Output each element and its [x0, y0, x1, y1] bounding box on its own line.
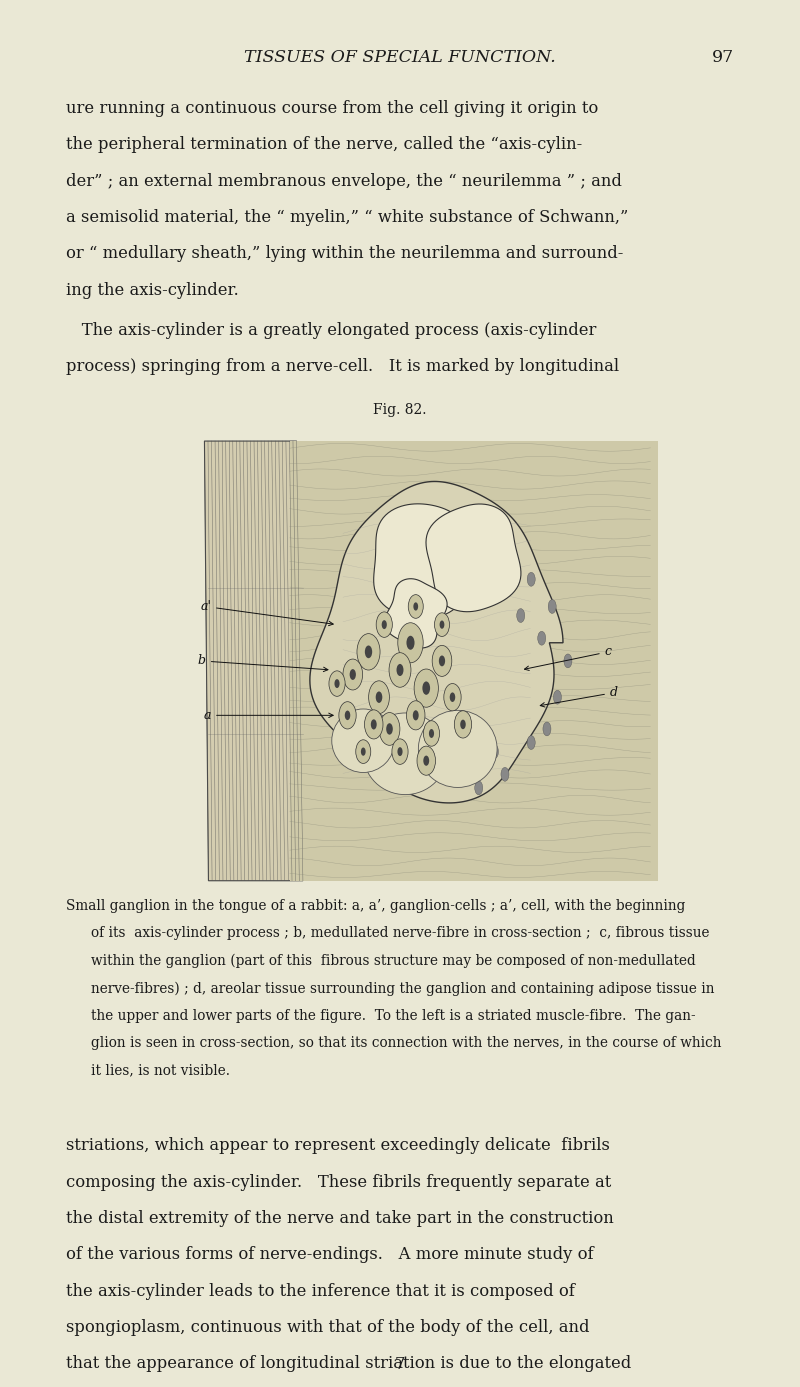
Ellipse shape: [356, 739, 370, 763]
Text: composing the axis-cylinder.   These fibrils frequently separate at: composing the axis-cylinder. These fibri…: [66, 1173, 611, 1190]
Text: a: a: [203, 709, 333, 721]
Ellipse shape: [392, 739, 408, 764]
Circle shape: [376, 692, 382, 703]
Circle shape: [538, 631, 546, 645]
Circle shape: [413, 710, 418, 720]
Ellipse shape: [408, 595, 423, 619]
Text: d: d: [540, 687, 618, 707]
Ellipse shape: [406, 700, 425, 730]
Circle shape: [398, 748, 402, 756]
Circle shape: [350, 669, 356, 680]
Circle shape: [382, 620, 387, 630]
Circle shape: [371, 720, 377, 730]
Circle shape: [334, 680, 339, 688]
Circle shape: [361, 748, 366, 756]
Ellipse shape: [414, 669, 438, 707]
Text: or “ medullary sheath,” lying within the neurilemma and surround-: or “ medullary sheath,” lying within the…: [66, 245, 623, 262]
Text: within the ganglion (part of this  fibrous structure may be composed of non-medu: within the ganglion (part of this fibrou…: [91, 954, 696, 968]
Text: 97: 97: [712, 49, 734, 67]
Text: Fig. 82.: Fig. 82.: [374, 402, 426, 417]
Ellipse shape: [444, 684, 461, 712]
Text: ing the axis-cylinder.: ing the axis-cylinder.: [66, 282, 238, 298]
Text: a semisolid material, the “ myelin,” “ white substance of Schwann,”: a semisolid material, the “ myelin,” “ w…: [66, 209, 628, 226]
Ellipse shape: [339, 702, 356, 730]
Ellipse shape: [454, 710, 472, 738]
Ellipse shape: [432, 645, 452, 677]
Circle shape: [345, 710, 350, 720]
Ellipse shape: [365, 710, 383, 739]
Text: of its  axis-cylinder process ; b, medullated nerve-fibre in cross-section ;  c,: of its axis-cylinder process ; b, medull…: [91, 927, 710, 940]
Circle shape: [439, 656, 445, 666]
Circle shape: [365, 645, 372, 659]
Text: striations, which appear to represent exceedingly delicate  fibrils: striations, which appear to represent ex…: [66, 1137, 610, 1154]
Ellipse shape: [379, 713, 400, 745]
Circle shape: [501, 767, 509, 781]
Text: b: b: [198, 655, 328, 671]
Circle shape: [474, 781, 482, 795]
Circle shape: [439, 620, 444, 628]
Ellipse shape: [357, 634, 380, 670]
Polygon shape: [310, 481, 563, 803]
Circle shape: [397, 664, 403, 675]
Text: the upper and lower parts of the figure.  To the left is a striated muscle-fibre: the upper and lower parts of the figure.…: [91, 1008, 696, 1022]
Text: spongioplasm, continuous with that of the body of the cell, and: spongioplasm, continuous with that of th…: [66, 1319, 589, 1336]
Polygon shape: [374, 503, 468, 619]
Text: of the various forms of nerve-endings.   A more minute study of: of the various forms of nerve-endings. A…: [66, 1247, 594, 1264]
Text: ure running a continuous course from the cell giving it origin to: ure running a continuous course from the…: [66, 100, 598, 117]
Text: the axis-cylinder leads to the inference that it is composed of: the axis-cylinder leads to the inference…: [66, 1283, 574, 1300]
Circle shape: [414, 602, 418, 610]
Ellipse shape: [332, 709, 394, 773]
Polygon shape: [384, 578, 447, 648]
Circle shape: [429, 730, 434, 738]
Circle shape: [423, 756, 429, 766]
Circle shape: [554, 691, 562, 705]
Polygon shape: [205, 441, 303, 881]
Circle shape: [517, 609, 525, 623]
Text: glion is seen in cross-section, so that its connection with the nerves, in the c: glion is seen in cross-section, so that …: [91, 1036, 722, 1050]
Ellipse shape: [329, 671, 345, 696]
Text: The axis-cylinder is a greatly elongated process (axis-cylinder: The axis-cylinder is a greatly elongated…: [66, 322, 596, 338]
Text: process) springing from a nerve-cell.   It is marked by longitudinal: process) springing from a nerve-cell. It…: [66, 358, 618, 374]
Text: c: c: [525, 645, 612, 670]
Ellipse shape: [389, 653, 411, 688]
Polygon shape: [426, 503, 521, 612]
Ellipse shape: [434, 613, 450, 637]
Text: nerve-fibres) ; d, areolar tissue surrounding the ganglion and containing adipos: nerve-fibres) ; d, areolar tissue surrou…: [91, 981, 714, 996]
Text: a': a': [200, 601, 333, 626]
Circle shape: [548, 599, 556, 613]
Text: the distal extremity of the nerve and take part in the construction: the distal extremity of the nerve and ta…: [66, 1209, 614, 1227]
Ellipse shape: [418, 710, 497, 788]
Circle shape: [564, 653, 572, 667]
Text: der” ; an external membranous envelope, the “ neurilemma ” ; and: der” ; an external membranous envelope, …: [66, 172, 622, 190]
Ellipse shape: [369, 681, 390, 713]
Circle shape: [386, 723, 393, 735]
Text: it lies, is not visible.: it lies, is not visible.: [91, 1064, 230, 1078]
Ellipse shape: [343, 659, 362, 689]
Text: 7: 7: [395, 1356, 405, 1373]
Circle shape: [460, 720, 466, 730]
Text: that the appearance of longitudinal striation is due to the elongated: that the appearance of longitudinal stri…: [66, 1355, 631, 1372]
Circle shape: [422, 681, 430, 695]
Text: TISSUES OF SPECIAL FUNCTION.: TISSUES OF SPECIAL FUNCTION.: [244, 49, 556, 67]
Circle shape: [527, 573, 535, 587]
Ellipse shape: [423, 721, 439, 746]
Text: the peripheral termination of the nerve, called the “axis-cylin-: the peripheral termination of the nerve,…: [66, 136, 582, 153]
Ellipse shape: [363, 713, 447, 795]
Ellipse shape: [398, 623, 423, 663]
Ellipse shape: [376, 612, 392, 638]
Circle shape: [543, 723, 551, 736]
Circle shape: [450, 692, 455, 702]
Circle shape: [490, 745, 498, 759]
Text: Small ganglion in the tongue of a rabbit: a, a’, ganglion-cells ; a’, cell, with: Small ganglion in the tongue of a rabbit…: [66, 899, 685, 913]
Bar: [290, 441, 658, 881]
Circle shape: [406, 635, 414, 649]
Circle shape: [527, 735, 535, 749]
Ellipse shape: [417, 746, 435, 775]
